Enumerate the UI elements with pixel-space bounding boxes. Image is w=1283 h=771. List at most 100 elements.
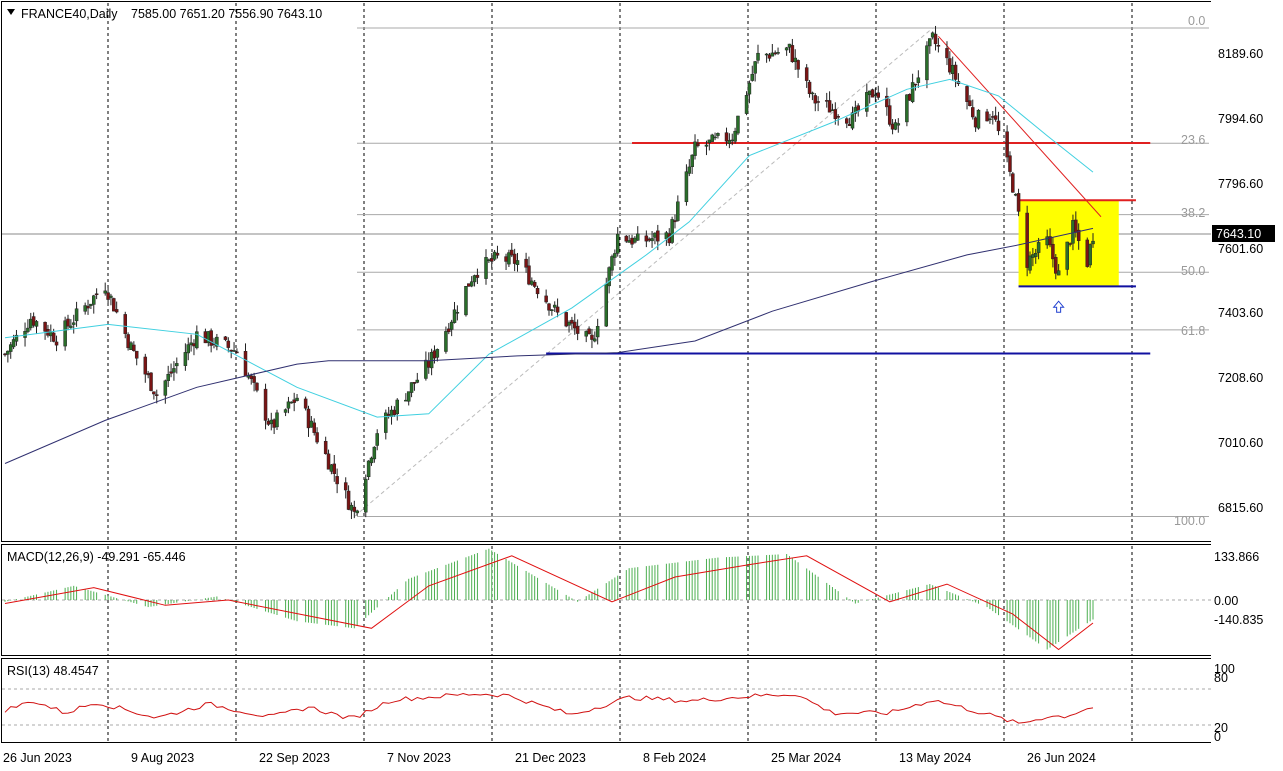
fib-label: 38.2 <box>1181 206 1205 220</box>
bear-candle <box>845 118 849 124</box>
bull-candle <box>607 267 611 287</box>
bear-candle <box>644 235 649 242</box>
bull-candle <box>610 256 614 271</box>
bear-candle <box>575 325 580 334</box>
date-tick-label: 21 Dec 2023 <box>515 751 586 765</box>
bear-candle <box>223 336 228 340</box>
bull-candle <box>29 318 33 329</box>
bear-candle <box>106 292 110 300</box>
bull-candle <box>676 201 680 221</box>
bull-candle <box>384 412 388 433</box>
bull-candle <box>515 260 520 265</box>
bear-candle <box>813 95 818 104</box>
bear-candle <box>66 318 70 327</box>
symbol-label: FRANCE40,Daily <box>21 7 118 21</box>
bull-candle <box>595 326 600 338</box>
bear-candle <box>495 252 500 256</box>
bull-candle <box>633 237 637 243</box>
bull-candle <box>615 233 620 254</box>
bull-candle <box>550 309 554 312</box>
bear-candle <box>31 316 36 326</box>
macd-plot <box>2 548 1211 651</box>
bear-candle <box>973 117 978 128</box>
bear-candle <box>933 33 938 45</box>
bear-candle <box>968 100 972 106</box>
bull-candle <box>710 134 714 142</box>
bull-candle <box>163 380 168 396</box>
bull-candle <box>1071 220 1075 244</box>
bear-candle <box>332 463 337 474</box>
bear-candle <box>1011 173 1015 193</box>
bear-candle <box>807 81 812 94</box>
bull-candle <box>215 336 219 347</box>
bear-candle <box>1005 131 1009 158</box>
bear-candle <box>630 237 634 245</box>
time-axis: 26 Jun 2023 9 Aug 2023 22 Sep 2023 7 Nov… <box>3 751 1096 765</box>
bull-candle <box>552 304 557 308</box>
price-axis: 8189.60 7994.60 7796.60 7601.60 7403.60 … <box>1218 47 1263 515</box>
bear-candle <box>773 52 777 55</box>
bear-candle <box>527 265 531 285</box>
dropdown-triangle-icon[interactable] <box>7 9 15 15</box>
bull-candle <box>613 253 617 258</box>
rsi-tick-label: 20 <box>1214 721 1228 735</box>
bull-candle <box>690 154 694 167</box>
bull-candle <box>309 420 314 428</box>
bear-candle <box>573 321 577 329</box>
bear-candle <box>54 341 59 346</box>
bear-candle <box>936 44 941 47</box>
bull-candle <box>793 57 797 63</box>
bear-candle <box>475 274 480 278</box>
bull-candle <box>1033 252 1038 257</box>
bull-candle <box>865 92 869 112</box>
bear-candle <box>908 94 912 101</box>
axis-background <box>1211 1 1283 743</box>
bull-candle <box>232 350 236 352</box>
bear-candle <box>1048 236 1052 246</box>
bull-candle <box>63 320 67 347</box>
bull-candle <box>693 141 697 156</box>
bear-candle <box>152 391 156 395</box>
bull-candle <box>26 327 30 332</box>
bull-candle <box>83 305 87 312</box>
rsi-tick-label: 100 <box>1214 662 1235 676</box>
bear-candle <box>796 60 800 70</box>
bull-candle <box>166 373 170 381</box>
bear-candle <box>312 422 316 433</box>
bear-candle <box>1051 243 1055 260</box>
bull-candle <box>435 349 440 358</box>
up-arrow-icon <box>1052 300 1065 313</box>
bull-candle <box>928 38 932 47</box>
bull-candle <box>664 232 669 240</box>
bull-candle <box>950 64 955 74</box>
bull-candle <box>74 308 79 322</box>
rsi-line <box>4 692 1094 724</box>
bear-candle <box>544 295 548 303</box>
date-tick-label: 13 May 2024 <box>899 751 971 765</box>
bull-candle <box>1013 194 1018 196</box>
bull-candle <box>275 412 279 428</box>
bull-candle <box>507 252 511 265</box>
rsi-tick-label: 0 <box>1214 730 1221 744</box>
bull-candle <box>744 95 749 114</box>
bear-candle <box>467 283 471 287</box>
bear-candle <box>149 372 153 391</box>
bear-candle <box>833 109 838 120</box>
rsi-pane <box>1 658 1212 743</box>
bear-candle <box>132 344 136 351</box>
bear-candle <box>292 399 296 403</box>
bull-candle <box>893 122 898 130</box>
bull-candle <box>283 409 288 413</box>
bull-candle <box>873 94 878 97</box>
bear-candle <box>1074 219 1078 233</box>
fib-label: 23.6 <box>1181 133 1205 147</box>
bull-candle <box>750 73 755 81</box>
price-tick-label: 7208.60 <box>1218 371 1263 385</box>
bull-candle <box>329 464 334 472</box>
bull-candle <box>930 32 935 38</box>
bear-candle <box>447 328 451 333</box>
downtrend-line <box>938 35 1102 218</box>
macd-label: MACD(12,26,9) -49.291 -65.446 <box>7 550 186 564</box>
bear-candle <box>945 48 949 59</box>
bear-candle <box>673 220 677 223</box>
